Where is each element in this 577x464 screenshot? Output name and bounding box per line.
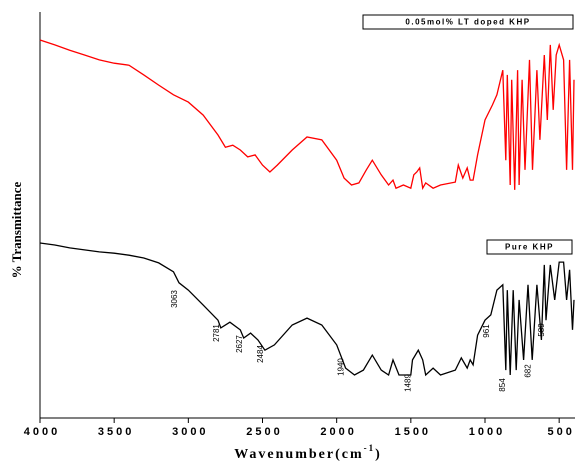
peak-label: 1940 (337, 358, 346, 376)
x-tick-label: 2000 (320, 426, 356, 438)
x-axis-label-end: ) (375, 447, 382, 462)
legend-box (486, 239, 573, 255)
peak-label: 589 (537, 323, 546, 337)
x-tick-label: 1500 (395, 426, 431, 438)
legend-box (362, 14, 574, 30)
peak-label: 2781 (212, 324, 221, 342)
legend-label: Pure KHP (505, 243, 554, 252)
peak-label: 961 (482, 324, 491, 338)
x-tick-label: 500 (547, 426, 574, 438)
peak-label: 682 (523, 364, 532, 378)
spectrum-line (39, 242, 575, 377)
x-tick-label: 1000 (469, 426, 505, 438)
y-axis-label: % Transmittance (9, 181, 24, 278)
peak-label: 2627 (235, 335, 244, 353)
x-tick-label: 3000 (172, 426, 208, 438)
x-tick-label: 4000 (24, 426, 60, 438)
x-axis-label: Wavenumber(cm-1) (234, 443, 382, 462)
peak-label: 1489 (404, 374, 413, 392)
x-tick-label: 3500 (98, 426, 134, 438)
peak-label: 2484 (256, 345, 265, 363)
peak-label: 854 (498, 378, 507, 392)
x-tick-label: 2500 (246, 426, 282, 438)
peak-label: 3063 (170, 290, 179, 308)
x-axis-label-sup: -1 (364, 443, 376, 453)
spectrum-line (39, 39, 575, 191)
x-axis-label-main: Wavenumber(cm (234, 447, 363, 462)
legend-label: 0.05mol% LT doped KHP (405, 18, 530, 27)
